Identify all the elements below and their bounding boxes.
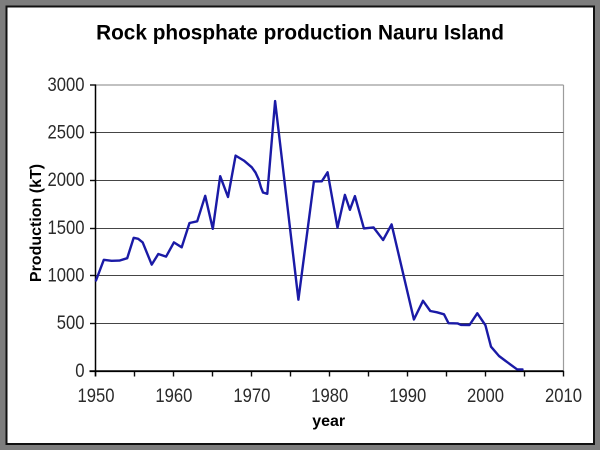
- svg-text:2010: 2010: [545, 385, 582, 407]
- svg-text:1950: 1950: [78, 385, 115, 407]
- svg-text:3000: 3000: [48, 74, 85, 96]
- svg-text:2000: 2000: [48, 169, 85, 191]
- svg-text:500: 500: [57, 312, 85, 334]
- svg-text:0: 0: [75, 360, 84, 382]
- svg-text:1990: 1990: [389, 385, 426, 407]
- svg-text:2000: 2000: [467, 385, 504, 407]
- svg-text:1000: 1000: [48, 265, 85, 287]
- svg-text:1980: 1980: [311, 385, 348, 407]
- svg-text:1970: 1970: [233, 385, 270, 407]
- svg-text:2500: 2500: [48, 122, 85, 144]
- svg-text:year: year: [312, 413, 345, 430]
- svg-text:1960: 1960: [155, 385, 192, 407]
- svg-text:Rock phosphate production Naur: Rock phosphate production Nauru Island: [96, 21, 504, 44]
- svg-text:Production (kT): Production (kT): [28, 164, 45, 282]
- svg-text:1500: 1500: [48, 217, 85, 239]
